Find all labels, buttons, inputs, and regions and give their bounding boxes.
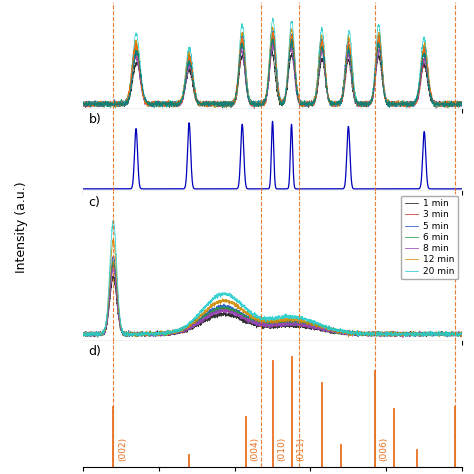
6 min (452, 332, 458, 338)
Line: 6 min: 6 min (83, 261, 462, 337)
5 min (452, 330, 458, 336)
12 min (226, 298, 231, 303)
Text: (010): (010) (277, 437, 286, 461)
20 min (80, 330, 86, 336)
8 min (226, 309, 231, 314)
8 min (123, 332, 129, 338)
Text: b): b) (89, 113, 101, 126)
12 min (242, 309, 248, 315)
Line: 20 min: 20 min (83, 220, 462, 337)
3 min (124, 330, 129, 336)
20 min (226, 291, 231, 297)
5 min (146, 331, 152, 337)
6 min (411, 330, 417, 336)
8 min (452, 331, 458, 337)
5 min (459, 330, 465, 336)
1 min (459, 331, 465, 337)
1 min (411, 333, 417, 338)
Text: c): c) (89, 196, 100, 209)
20 min (411, 334, 417, 340)
6 min (123, 328, 129, 334)
12 min (146, 331, 152, 337)
Text: (006): (006) (380, 437, 389, 461)
5 min (242, 314, 248, 320)
Line: 8 min: 8 min (83, 267, 462, 337)
3 min (109, 262, 115, 267)
5 min (110, 254, 116, 259)
3 min (226, 309, 231, 314)
12 min (80, 332, 86, 337)
6 min (459, 332, 465, 337)
20 min (110, 217, 116, 223)
6 min (110, 258, 116, 264)
8 min (146, 331, 152, 337)
6 min (133, 334, 139, 340)
Line: 12 min: 12 min (83, 239, 462, 337)
Text: (004): (004) (251, 437, 260, 461)
12 min (452, 330, 458, 336)
3 min (242, 315, 248, 321)
1 min (242, 317, 248, 322)
3 min (459, 332, 465, 337)
Text: Intensity (a.u.): Intensity (a.u.) (15, 182, 28, 273)
8 min (411, 332, 417, 338)
6 min (242, 315, 248, 321)
20 min (123, 332, 129, 338)
Line: 3 min: 3 min (83, 264, 462, 337)
8 min (400, 335, 406, 340)
1 min (226, 313, 231, 319)
3 min (452, 332, 458, 337)
20 min (459, 331, 465, 337)
3 min (411, 332, 417, 337)
3 min (80, 330, 86, 336)
20 min (146, 331, 152, 337)
Text: (002): (002) (118, 437, 127, 461)
5 min (411, 329, 417, 335)
6 min (226, 306, 231, 311)
20 min (242, 306, 248, 311)
1 min (80, 329, 86, 335)
3 min (146, 333, 152, 338)
20 min (452, 330, 458, 336)
1 min (123, 330, 129, 336)
Legend: 1 min, 3 min, 5 min, 6 min, 8 min, 12 min, 20 min: 1 min, 3 min, 5 min, 6 min, 8 min, 12 mi… (401, 196, 457, 279)
Line: 5 min: 5 min (83, 256, 462, 337)
12 min (411, 333, 417, 338)
1 min (110, 273, 116, 278)
6 min (80, 330, 86, 336)
1 min (452, 331, 458, 337)
5 min (226, 305, 231, 310)
12 min (110, 237, 116, 242)
8 min (80, 332, 86, 337)
1 min (146, 332, 152, 337)
8 min (459, 331, 465, 337)
Line: 1 min: 1 min (83, 275, 462, 337)
12 min (459, 331, 465, 337)
1 min (124, 334, 130, 340)
5 min (80, 331, 86, 337)
8 min (110, 264, 116, 270)
5 min (445, 334, 450, 340)
20 min (411, 332, 417, 338)
6 min (146, 330, 152, 336)
8 min (242, 316, 248, 322)
5 min (123, 329, 129, 335)
12 min (123, 331, 129, 337)
Text: d): d) (89, 345, 101, 358)
Text: (011): (011) (296, 437, 305, 461)
12 min (437, 334, 442, 340)
3 min (95, 334, 100, 340)
